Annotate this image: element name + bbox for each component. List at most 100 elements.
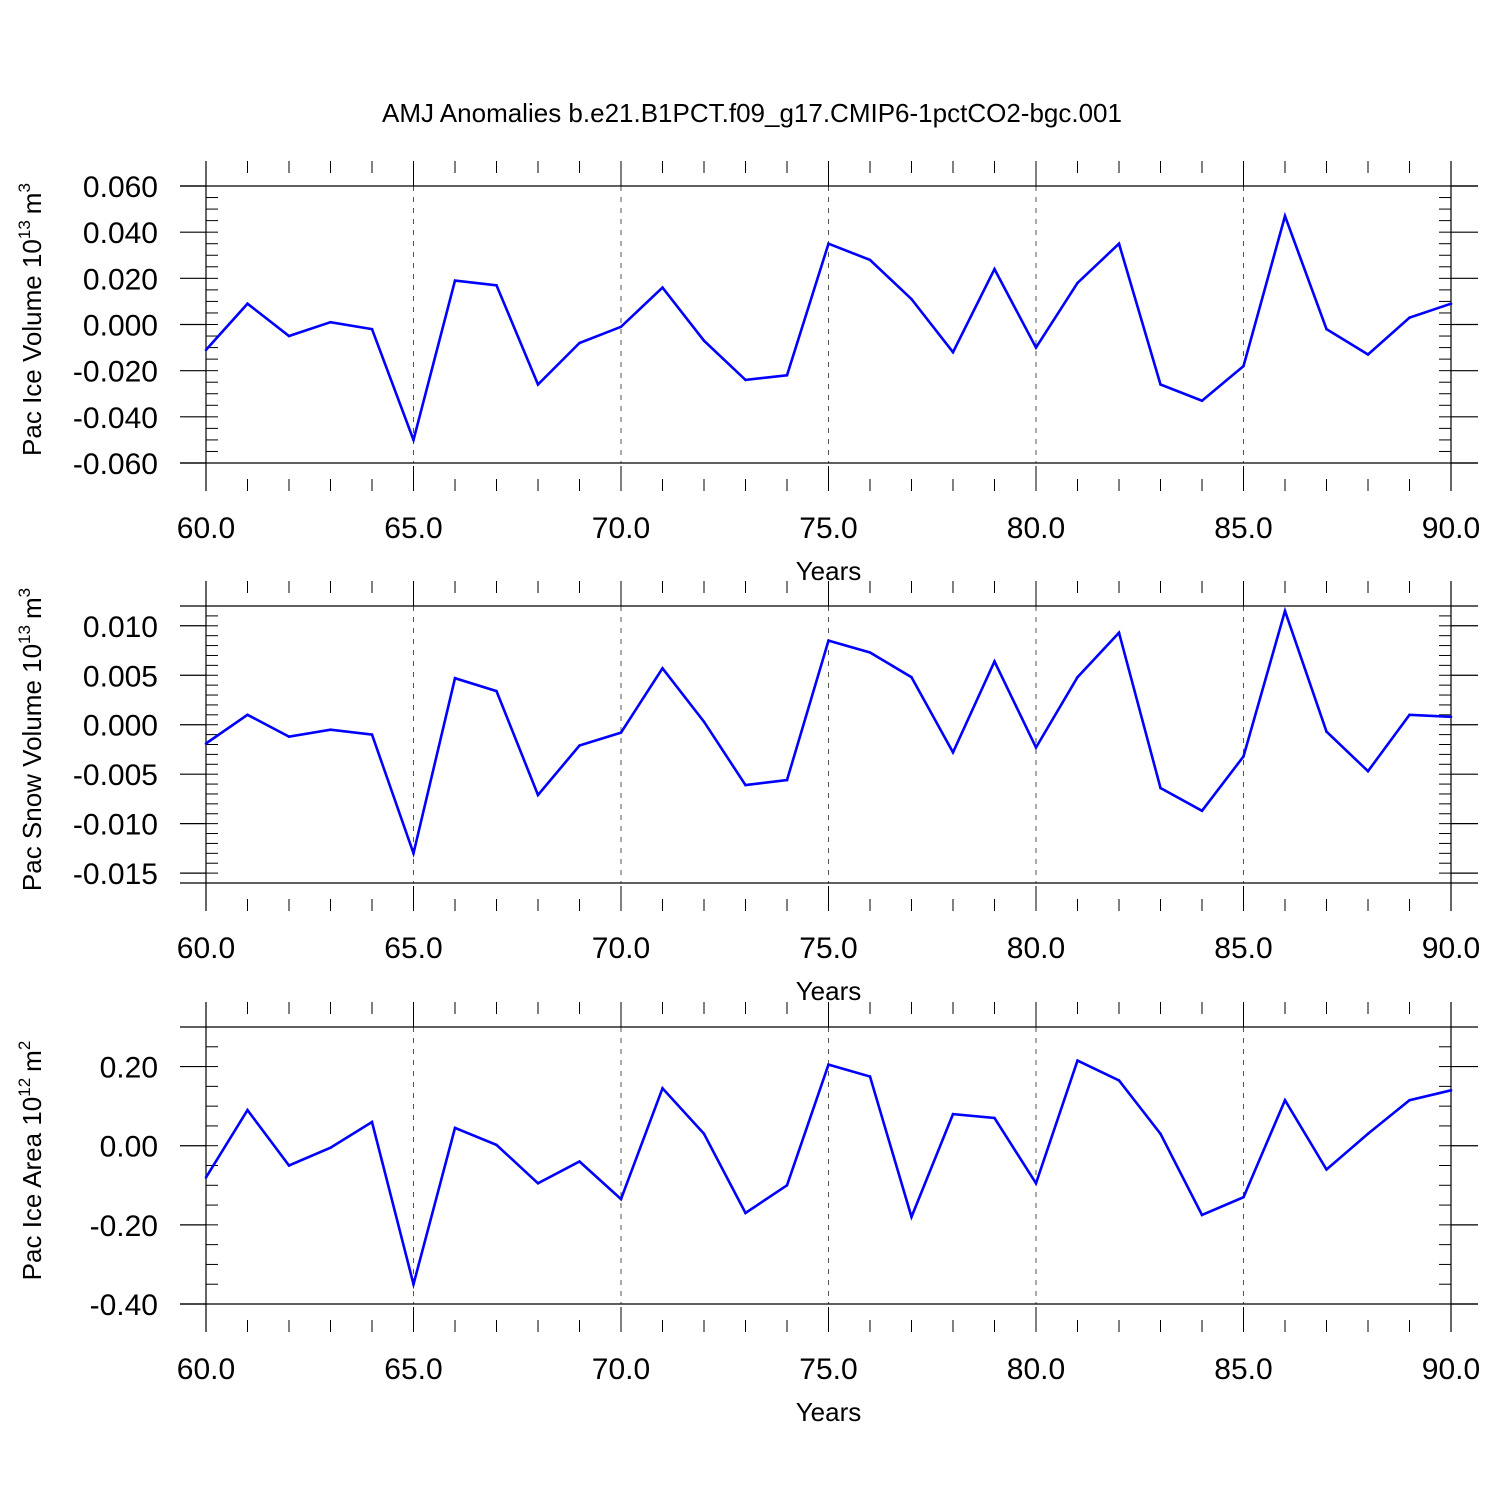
data-point [246,713,249,717]
data-point [1159,1132,1162,1136]
x-tick-label: 70.0 [592,512,650,545]
data-point [1242,1195,1245,1199]
x-tick-label: 80.0 [1007,932,1065,965]
data-point [1117,631,1121,635]
data-point [495,283,498,287]
y-tick-label: -0.20 [90,1210,158,1243]
data-point [702,1132,706,1136]
data-point [370,1120,374,1124]
y-axis-title-exponent: 12 [15,1078,34,1097]
y-tick-label: 0.20 [100,1052,158,1085]
data-point [1200,1213,1204,1217]
data-point [329,320,332,324]
data-point [1200,809,1204,813]
y-tick-label: 0.020 [83,263,158,296]
data-point [246,1108,249,1112]
y-axis-title: Pac Ice Area 1012 m2 [15,1041,47,1281]
y-tick-label: -0.060 [73,448,158,481]
x-tick-label: 90.0 [1422,932,1480,965]
x-tick-label: 75.0 [799,932,857,965]
data-point [1076,1059,1079,1062]
y-axis-title-unit: m [17,1050,47,1072]
data-point [661,1087,664,1090]
data-point [1117,242,1121,246]
data-point [370,327,374,331]
data-point [1449,302,1453,306]
data-point [619,731,623,734]
data-point [370,733,374,736]
data-point [1408,713,1411,717]
data-point [204,1176,208,1179]
data-point [951,1112,955,1116]
x-axis-title: Years [796,1397,862,1427]
y-axis-title-text: Pac Ice Volume 10 [17,239,47,456]
y-axis-title-text: Pac Snow Volume 10 [17,644,47,891]
data-point [827,1063,830,1066]
data-point [1366,1132,1370,1136]
data-point [329,728,332,731]
y-axis-title: Pac Snow Volume 1013 m3 [15,588,47,891]
data-point [412,438,415,442]
data-point [1283,609,1287,613]
y-axis-title-exponent: 13 [15,220,34,239]
x-tick-label: 70.0 [592,1353,650,1386]
data-point [1034,746,1038,749]
y-axis-title-unit-exponent: 2 [15,1041,34,1050]
data-point [495,689,498,693]
data-point [412,1282,415,1286]
data-point [287,735,291,738]
x-axis-title: Years [796,976,862,1006]
x-tick-label: 75.0 [799,1353,857,1386]
data-point [1325,1168,1328,1171]
data-point [246,302,249,306]
x-tick-label: 85.0 [1214,1353,1272,1386]
x-tick-label: 90.0 [1422,512,1480,545]
data-point [661,286,664,289]
data-point [868,258,872,262]
chart-panel-3: -0.40 -0.20 0.00 0.20 60.0 65.0 70.0 75.0 80.0 85… [15,1002,1480,1427]
data-point [1283,214,1287,218]
x-tick-label: 65.0 [384,512,442,545]
y-tick-label: -0.040 [73,402,158,435]
data-point [951,751,955,754]
data-point [495,1143,498,1147]
x-tick-label: 80.0 [1007,1353,1065,1386]
y-tick-label: 0.010 [83,611,158,644]
y-axis-title-unit-exponent: 3 [15,183,34,192]
data-point [578,744,581,747]
data-point [702,339,706,342]
x-tick-label: 65.0 [384,932,442,965]
y-tick-label: -0.005 [73,759,158,792]
y-axis-title: Pac Ice Volume 1013 m3 [15,183,47,456]
data-point [1325,730,1328,733]
data-point [619,1197,623,1201]
data-point [1159,786,1162,790]
data-point [1159,383,1162,386]
data-point [785,1183,789,1187]
data-point [453,1126,457,1130]
y-axis-title-unit: m [17,597,47,619]
data-point [1283,1098,1287,1102]
data-point [1200,399,1204,402]
data-point [993,267,996,271]
data-point [536,793,540,797]
data-point [536,383,540,386]
data-point [1034,346,1038,349]
data-point [1408,316,1411,319]
data-point [1076,675,1079,679]
x-tick-label: 75.0 [799,512,857,545]
chart-panels: -0.060 -0.040 -0.020 0.000 0.020 0.040 0.060 60… [15,161,1480,1427]
y-axis-title-exponent: 13 [15,625,34,644]
data-point [619,325,623,329]
y-axis-title-unit: m [17,193,47,215]
data-point [910,297,913,301]
data-point [287,334,291,338]
y-tick-label: 0.000 [83,310,158,343]
data-point [287,1164,291,1167]
y-tick-label: 0.060 [83,171,158,204]
x-tick-label: 85.0 [1214,512,1272,545]
data-point [868,1075,872,1078]
data-point [1449,715,1453,719]
data-point [827,242,830,246]
